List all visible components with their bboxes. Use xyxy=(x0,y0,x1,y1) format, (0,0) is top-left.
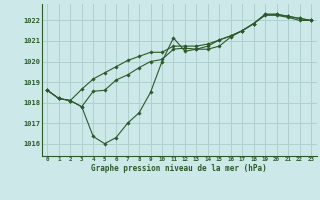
X-axis label: Graphe pression niveau de la mer (hPa): Graphe pression niveau de la mer (hPa) xyxy=(91,164,267,173)
